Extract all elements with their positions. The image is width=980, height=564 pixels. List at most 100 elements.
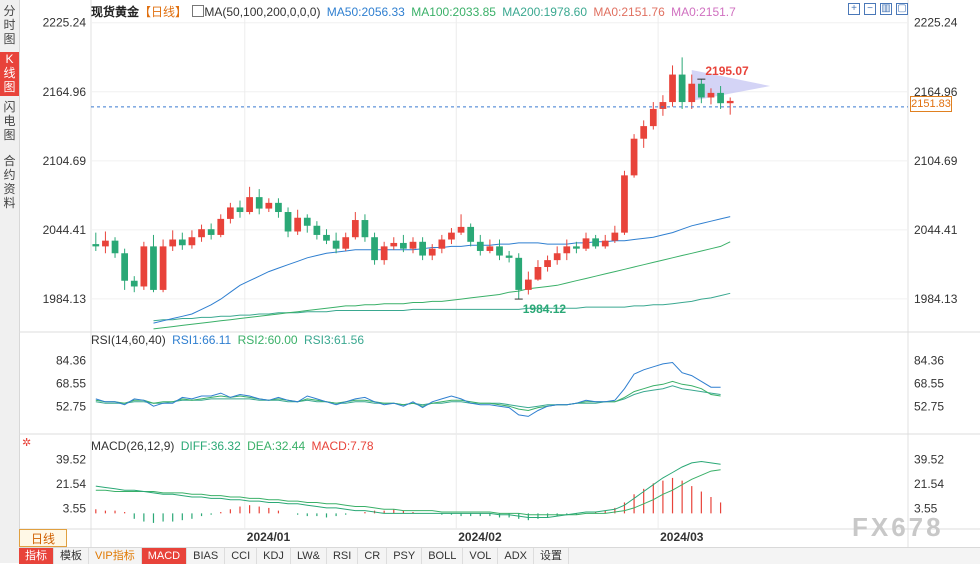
candle-body-63	[697, 83, 705, 98]
candle-body-59	[659, 102, 667, 109]
candle-body-36	[438, 239, 446, 249]
indicator-tab-7[interactable]: LW&	[291, 548, 327, 564]
price-tick-left-2: 2104.69	[43, 154, 87, 168]
candle-body-64	[707, 92, 715, 98]
sidebar-tab-2[interactable]: 闪电图	[3, 100, 16, 142]
rsi-label[interactable]: RSI(14,60,40)	[91, 333, 166, 347]
diff-value: DIFF:36.32	[180, 439, 241, 453]
expand-icon[interactable]: ▢	[896, 3, 908, 15]
candle-body-45	[524, 279, 532, 290]
indicator-tab-0[interactable]: 指标	[19, 548, 54, 564]
ma-settings-icon[interactable]	[192, 5, 205, 17]
period-tag: 【日线】	[139, 5, 188, 19]
indicator-tab-11[interactable]: BOLL	[422, 548, 464, 564]
indicator-tab-14[interactable]: 设置	[534, 548, 569, 564]
price-tick-right-4: 1984.13	[914, 292, 958, 306]
zoom-out-icon[interactable]: −	[864, 3, 876, 15]
candle-body-61	[678, 74, 686, 103]
candle-body-31	[390, 242, 398, 247]
candle-body-50	[573, 246, 580, 249]
macd-label[interactable]: MACD(26,12,9)	[91, 439, 175, 453]
candle-body-48	[553, 253, 561, 261]
candle-body-37	[448, 232, 455, 240]
candle-body-11	[198, 229, 205, 238]
indicator-tab-10[interactable]: PSY	[387, 548, 423, 564]
x-axis-label-0: 2024/01	[247, 530, 291, 544]
rsi3-value: RSI3:61.56	[303, 333, 364, 347]
watermark-logo: FX678	[852, 512, 944, 542]
candle-body-57	[640, 126, 648, 139]
candle-body-49	[563, 246, 571, 254]
macd-settings-icon[interactable]: ✲	[22, 437, 32, 449]
candle-body-18	[265, 202, 273, 209]
price-tick-right-2: 2104.69	[914, 154, 958, 168]
price-tick-left-3: 2044.41	[43, 223, 87, 237]
candle-body-5	[140, 246, 148, 287]
candle-body-42	[496, 246, 503, 256]
candle-body-60	[669, 74, 676, 103]
candle-body-23	[313, 225, 321, 235]
macd-tick-right-2: 3.55	[914, 502, 938, 516]
rsi-tick-right-0: 84.36	[914, 353, 944, 367]
indicator-tab-8[interactable]: RSI	[327, 548, 359, 564]
indicator-tab-12[interactable]: VOL	[463, 548, 499, 564]
ma-label[interactable]: MA(50,100,200,0,0,0)	[204, 5, 321, 19]
rsi2-value: RSI2:60.00	[237, 333, 298, 347]
price-tick-left-4: 1984.13	[43, 292, 87, 306]
candle-body-52	[592, 238, 599, 247]
indicator-tab-bar: 指标 模板 VIP指标 MACD BIAS CCI KDJ LW& RSI CR PSY BOLL VO…	[19, 547, 980, 564]
sidebar-tab-3[interactable]: 合约资料	[3, 154, 16, 210]
indicator-tab-6[interactable]: KDJ	[257, 548, 291, 564]
candle-body-2	[111, 240, 119, 254]
indicator-tab-9[interactable]: CR	[358, 548, 388, 564]
candle-body-12	[207, 229, 215, 235]
rsi-tick-right-2: 52.75	[914, 400, 944, 414]
candle-body-4	[130, 280, 138, 287]
indicator-tab-4[interactable]: BIAS	[187, 548, 226, 564]
price-tick-right-3: 2044.41	[914, 223, 958, 237]
layout-icon[interactable]: ▥	[880, 3, 892, 15]
low-annotation: 1984.12	[523, 302, 567, 316]
sidebar-tab-0[interactable]: 分时图	[3, 4, 16, 46]
indicator-tab-1[interactable]: 模板	[54, 548, 89, 564]
candle-body-6	[150, 246, 157, 290]
candle-body-51	[582, 238, 590, 249]
zoom-in-icon[interactable]: +	[848, 3, 860, 15]
candle-body-20	[284, 212, 292, 232]
candle-body-10	[188, 237, 196, 246]
high-annotation: 2195.07	[705, 64, 749, 78]
macd-tick-right-1: 21.54	[914, 477, 944, 491]
candle-body-13	[217, 218, 225, 235]
candle-body-24	[323, 234, 330, 241]
dea-line	[95, 469, 721, 516]
indicator-tab-2[interactable]: VIP指标	[89, 548, 142, 564]
sidebar-tab-1[interactable]: K线图	[0, 52, 19, 96]
rsi-header: RSI(14,60,40) RSI1:66.11 RSI2:60.00 RSI3…	[91, 333, 364, 347]
candle-body-39	[467, 226, 475, 242]
x-axis-label-1: 2024/02	[458, 530, 502, 544]
candle-body-17	[255, 197, 263, 209]
period-button[interactable]: 日线	[19, 529, 67, 547]
macd-tick-right-0: 39.52	[914, 452, 944, 466]
macd-tick-left-1: 21.54	[56, 477, 86, 491]
ma0b-value: MA0:2151.7	[671, 5, 736, 19]
candle-body-55	[621, 175, 628, 233]
indicator-tab-13[interactable]: ADX	[498, 548, 534, 564]
candle-body-33	[409, 241, 417, 249]
candle-body-44	[515, 257, 523, 290]
candle-body-58	[649, 108, 657, 127]
candle-body-8	[169, 239, 177, 247]
current-price-label: 2151.83	[910, 96, 952, 112]
indicator-tab-3[interactable]: MACD	[141, 548, 188, 564]
candle-body-3	[121, 253, 129, 281]
chart-header: 现货黄金【日线】 MA(50,100,200,0,0,0) MA50:2056.…	[91, 3, 736, 20]
macd-value: MACD:7.78	[311, 439, 374, 453]
rsi1-line	[95, 361, 721, 417]
candle-body-53	[601, 240, 609, 247]
sidebar: 分时图 K线图闪电图合约资料	[0, 0, 20, 563]
indicator-tab-5[interactable]: CCI	[225, 548, 258, 564]
candle-body-54	[611, 232, 619, 241]
candle-body-25	[332, 240, 340, 249]
candle-body-14	[227, 207, 234, 219]
